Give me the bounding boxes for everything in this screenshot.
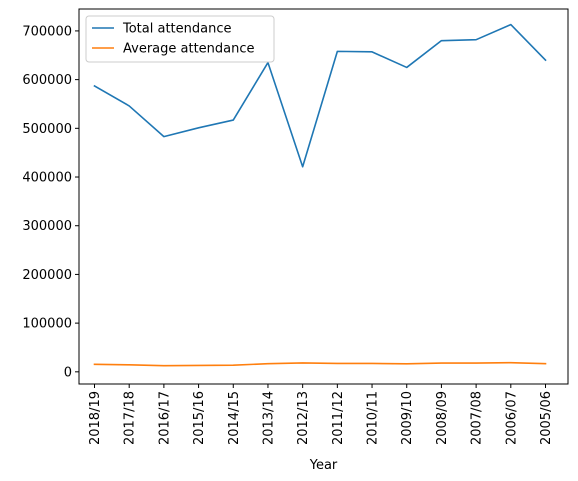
legend-label: Average attendance <box>123 42 255 57</box>
x-tick-label: 2014/15 <box>227 391 242 445</box>
x-tick-label: 2013/14 <box>261 391 276 445</box>
y-tick-label: 500000 <box>22 122 72 137</box>
legend-label: Total attendance <box>122 22 232 37</box>
x-tick-label: 2010/11 <box>366 391 381 445</box>
legend: Total attendance Average attendance <box>85 15 275 63</box>
y-tick-label: 400000 <box>22 171 72 186</box>
y-tick-label: 100000 <box>22 317 72 332</box>
x-tick-label: 2011/12 <box>331 391 346 445</box>
x-tick-label: 2018/19 <box>88 391 103 445</box>
x-tick-label: 2005/06 <box>539 391 554 445</box>
x-axis: 2018/19 2017/18 2016/17 2015/16 2014/15 2013/… <box>88 384 554 445</box>
y-tick-label: 300000 <box>22 219 72 234</box>
series-line-average-attendance <box>93 361 547 367</box>
x-axis-title: Year <box>309 458 338 473</box>
series-layer <box>93 23 547 367</box>
x-tick-label: 2007/08 <box>470 391 485 445</box>
x-tick-label: 2016/17 <box>157 391 172 445</box>
y-tick-label: 700000 <box>22 24 72 39</box>
legend-box <box>85 15 275 63</box>
y-tick-label: 200000 <box>22 268 72 283</box>
series-line-total-attendance <box>93 23 547 168</box>
y-axis: 0 100000 200000 300000 400000 500000 600000 700… <box>22 24 79 380</box>
y-tick-label: 600000 <box>22 73 72 88</box>
x-tick-label: 2017/18 <box>123 391 138 445</box>
x-tick-label: 2009/10 <box>400 391 415 445</box>
y-tick-label: 0 <box>64 365 72 380</box>
x-tick-label: 2006/07 <box>504 391 519 445</box>
x-tick-label: 2012/13 <box>296 391 311 445</box>
plot-frame <box>78 8 569 385</box>
x-tick-label: 2008/09 <box>435 391 450 445</box>
x-tick-label: 2015/16 <box>192 391 207 445</box>
